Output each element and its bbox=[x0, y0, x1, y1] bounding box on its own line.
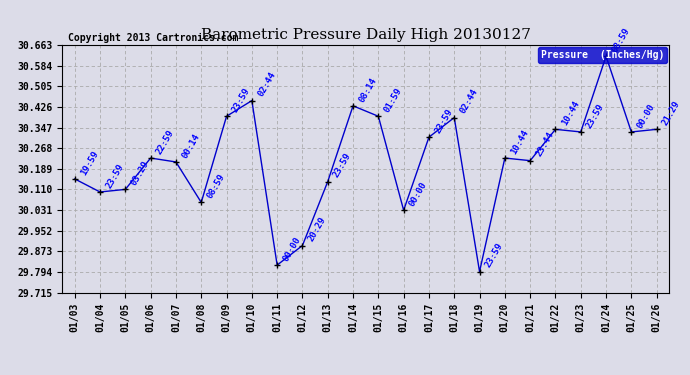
Text: 08:59: 08:59 bbox=[610, 26, 631, 54]
Text: 22:59: 22:59 bbox=[155, 128, 176, 156]
Text: 00:00: 00:00 bbox=[635, 102, 657, 130]
Text: 23:59: 23:59 bbox=[104, 162, 126, 190]
Text: 10:44: 10:44 bbox=[560, 99, 581, 127]
Text: 00:14: 00:14 bbox=[180, 132, 201, 160]
Text: 19:59: 19:59 bbox=[79, 149, 100, 177]
Text: 02:44: 02:44 bbox=[458, 88, 480, 116]
Text: 08:14: 08:14 bbox=[357, 76, 378, 104]
Text: 20:29: 20:29 bbox=[306, 216, 328, 243]
Text: 21:29: 21:29 bbox=[661, 99, 682, 127]
Text: 00:00: 00:00 bbox=[408, 180, 429, 208]
Text: 23:59: 23:59 bbox=[332, 152, 353, 179]
Text: 23:59: 23:59 bbox=[484, 242, 505, 270]
Text: 23:59: 23:59 bbox=[585, 102, 606, 130]
Legend: Pressure  (Inches/Hg): Pressure (Inches/Hg) bbox=[538, 47, 667, 63]
Text: 08:59: 08:59 bbox=[206, 172, 226, 200]
Text: 00:00: 00:00 bbox=[282, 235, 302, 263]
Text: 23:59: 23:59 bbox=[433, 107, 454, 135]
Text: 23:44: 23:44 bbox=[534, 131, 555, 159]
Text: 02:44: 02:44 bbox=[256, 70, 277, 99]
Text: Copyright 2013 Cartronics.com: Copyright 2013 Cartronics.com bbox=[68, 33, 239, 42]
Text: 01:59: 01:59 bbox=[382, 86, 404, 114]
Text: 03:29: 03:29 bbox=[130, 159, 150, 187]
Text: 10:44: 10:44 bbox=[509, 128, 530, 156]
Title: Barometric Pressure Daily High 20130127: Barometric Pressure Daily High 20130127 bbox=[201, 28, 531, 42]
Text: 23:59: 23:59 bbox=[230, 86, 252, 114]
